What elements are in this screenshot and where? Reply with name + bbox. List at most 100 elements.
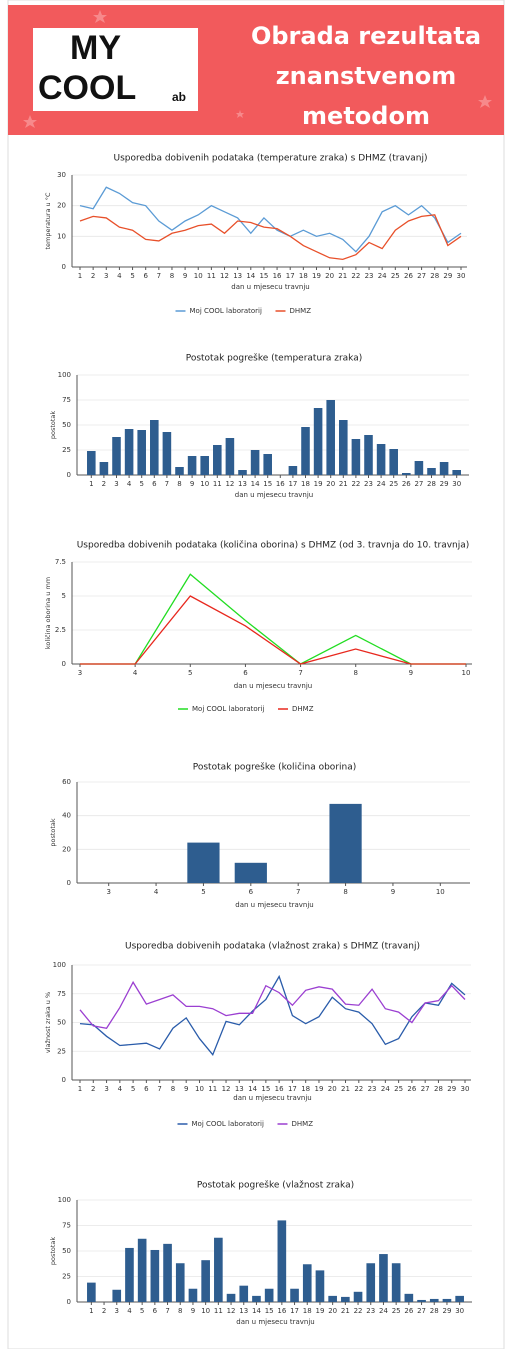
- series-line: [80, 573, 466, 665]
- x-tick-label: 13: [239, 1307, 248, 1315]
- x-tick-label: 8: [177, 480, 181, 488]
- x-axis-label: dan u mjesecu travnju: [235, 491, 313, 499]
- x-tick-label: 10: [436, 888, 445, 896]
- x-tick-label: 23: [365, 272, 374, 280]
- bar: [455, 1295, 464, 1302]
- bar: [112, 1289, 122, 1302]
- y-tick-label: 20: [62, 845, 71, 853]
- bar: [326, 400, 335, 475]
- x-tick-label: 11: [213, 480, 222, 488]
- x-tick-label: 3: [78, 669, 82, 677]
- bar: [302, 1264, 312, 1302]
- x-tick-label: 19: [314, 480, 323, 488]
- x-tick-label: 3: [106, 888, 110, 896]
- x-tick-label: 1: [78, 272, 82, 280]
- bar: [442, 1298, 452, 1302]
- bar: [201, 1260, 210, 1302]
- x-tick-label: 11: [214, 1307, 223, 1315]
- x-tick-label: 24: [377, 480, 386, 488]
- x-tick-label: 12: [222, 1085, 231, 1093]
- x-tick-label: 26: [402, 480, 411, 488]
- x-tick-label: 30: [452, 480, 461, 488]
- x-tick-label: 9: [409, 669, 413, 677]
- bar: [124, 429, 134, 475]
- bar: [313, 408, 323, 475]
- x-tick-label: 5: [188, 669, 192, 677]
- x-tick-label: 15: [265, 1307, 274, 1315]
- x-tick-label: 16: [277, 1307, 286, 1315]
- x-tick-label: 27: [417, 272, 426, 280]
- x-tick-label: 19: [315, 1085, 324, 1093]
- x-tick-label: 4: [127, 1307, 132, 1315]
- x-tick-label: 4: [154, 888, 159, 896]
- bar: [125, 1247, 134, 1302]
- chart-title: Usporedba dobivenih podataka (vlažnost z…: [125, 942, 420, 952]
- y-tick-label: 100: [58, 1196, 71, 1204]
- x-tick-label: 3: [115, 1307, 119, 1315]
- y-tick-label: 10: [57, 232, 66, 240]
- x-tick-label: 1: [78, 1085, 82, 1093]
- bar: [239, 1285, 249, 1302]
- bar: [288, 466, 298, 475]
- y-tick-label: 75: [62, 396, 71, 404]
- x-tick-label: 7: [165, 480, 169, 488]
- x-tick-label: 9: [190, 480, 194, 488]
- logo-text: MY: [70, 29, 121, 67]
- x-tick-label: 21: [338, 272, 347, 280]
- y-axis-label: količina oborina u mm: [44, 577, 52, 649]
- x-tick-label: 25: [392, 1307, 401, 1315]
- legend-label: Moj COOL laboratorij: [192, 1120, 265, 1128]
- x-axis-label: dan u mjesecu travnju: [235, 901, 313, 909]
- x-tick-label: 3: [104, 272, 108, 280]
- y-tick-label: 60: [62, 778, 71, 786]
- x-tick-label: 24: [379, 1307, 388, 1315]
- bar: [328, 1295, 337, 1302]
- x-tick-label: 9: [391, 888, 395, 896]
- x-tick-label: 4: [127, 480, 132, 488]
- series-line: [79, 186, 462, 253]
- x-tick-label: 14: [251, 480, 260, 488]
- bar: [87, 1282, 96, 1302]
- x-tick-label: 16: [276, 480, 285, 488]
- bar: [213, 445, 222, 475]
- bar: [341, 1296, 350, 1302]
- chart-title: Postotak pogreške (temperatura zraka): [186, 353, 363, 364]
- x-tick-label: 30: [461, 1085, 470, 1093]
- bar: [252, 1295, 261, 1302]
- x-tick-label: 8: [343, 888, 347, 896]
- y-axis-label: postotak: [49, 818, 57, 847]
- x-tick-label: 9: [183, 272, 187, 280]
- x-tick-label: 10: [195, 1085, 204, 1093]
- header-title: znanstvenom: [276, 62, 457, 90]
- x-tick-label: 5: [201, 888, 205, 896]
- x-tick-label: 7: [298, 669, 302, 677]
- x-tick-label: 8: [171, 1085, 175, 1093]
- bar: [402, 473, 411, 475]
- y-tick-label: 75: [62, 1222, 71, 1230]
- y-tick-label: 0: [67, 879, 71, 887]
- x-tick-label: 27: [421, 1085, 430, 1093]
- x-tick-label: 21: [339, 480, 348, 488]
- x-tick-label: 20: [325, 272, 334, 280]
- x-tick-label: 2: [91, 272, 95, 280]
- bar: [187, 842, 220, 883]
- x-tick-label: 20: [326, 480, 335, 488]
- x-axis-label: dan u mjesecu travnju: [231, 283, 309, 291]
- y-tick-label: 40: [62, 812, 71, 820]
- x-tick-label: 11: [207, 272, 216, 280]
- series-line: [79, 980, 466, 1029]
- x-tick-label: 16: [275, 1085, 284, 1093]
- x-tick-label: 10: [200, 480, 209, 488]
- x-tick-label: 29: [442, 1307, 451, 1315]
- x-tick-label: 7: [165, 1307, 169, 1315]
- x-tick-label: 26: [404, 1307, 413, 1315]
- x-tick-label: 10: [201, 1307, 210, 1315]
- x-tick-label: 6: [153, 1307, 158, 1315]
- bar: [263, 454, 272, 475]
- series-line: [80, 595, 466, 665]
- y-axis-label: temperatura u °C: [44, 192, 52, 249]
- bar: [87, 451, 96, 475]
- x-tick-label: 17: [288, 480, 297, 488]
- x-tick-label: 8: [353, 669, 357, 677]
- chart-title: Postotak pogreške (vlažnost zraka): [197, 1180, 354, 1191]
